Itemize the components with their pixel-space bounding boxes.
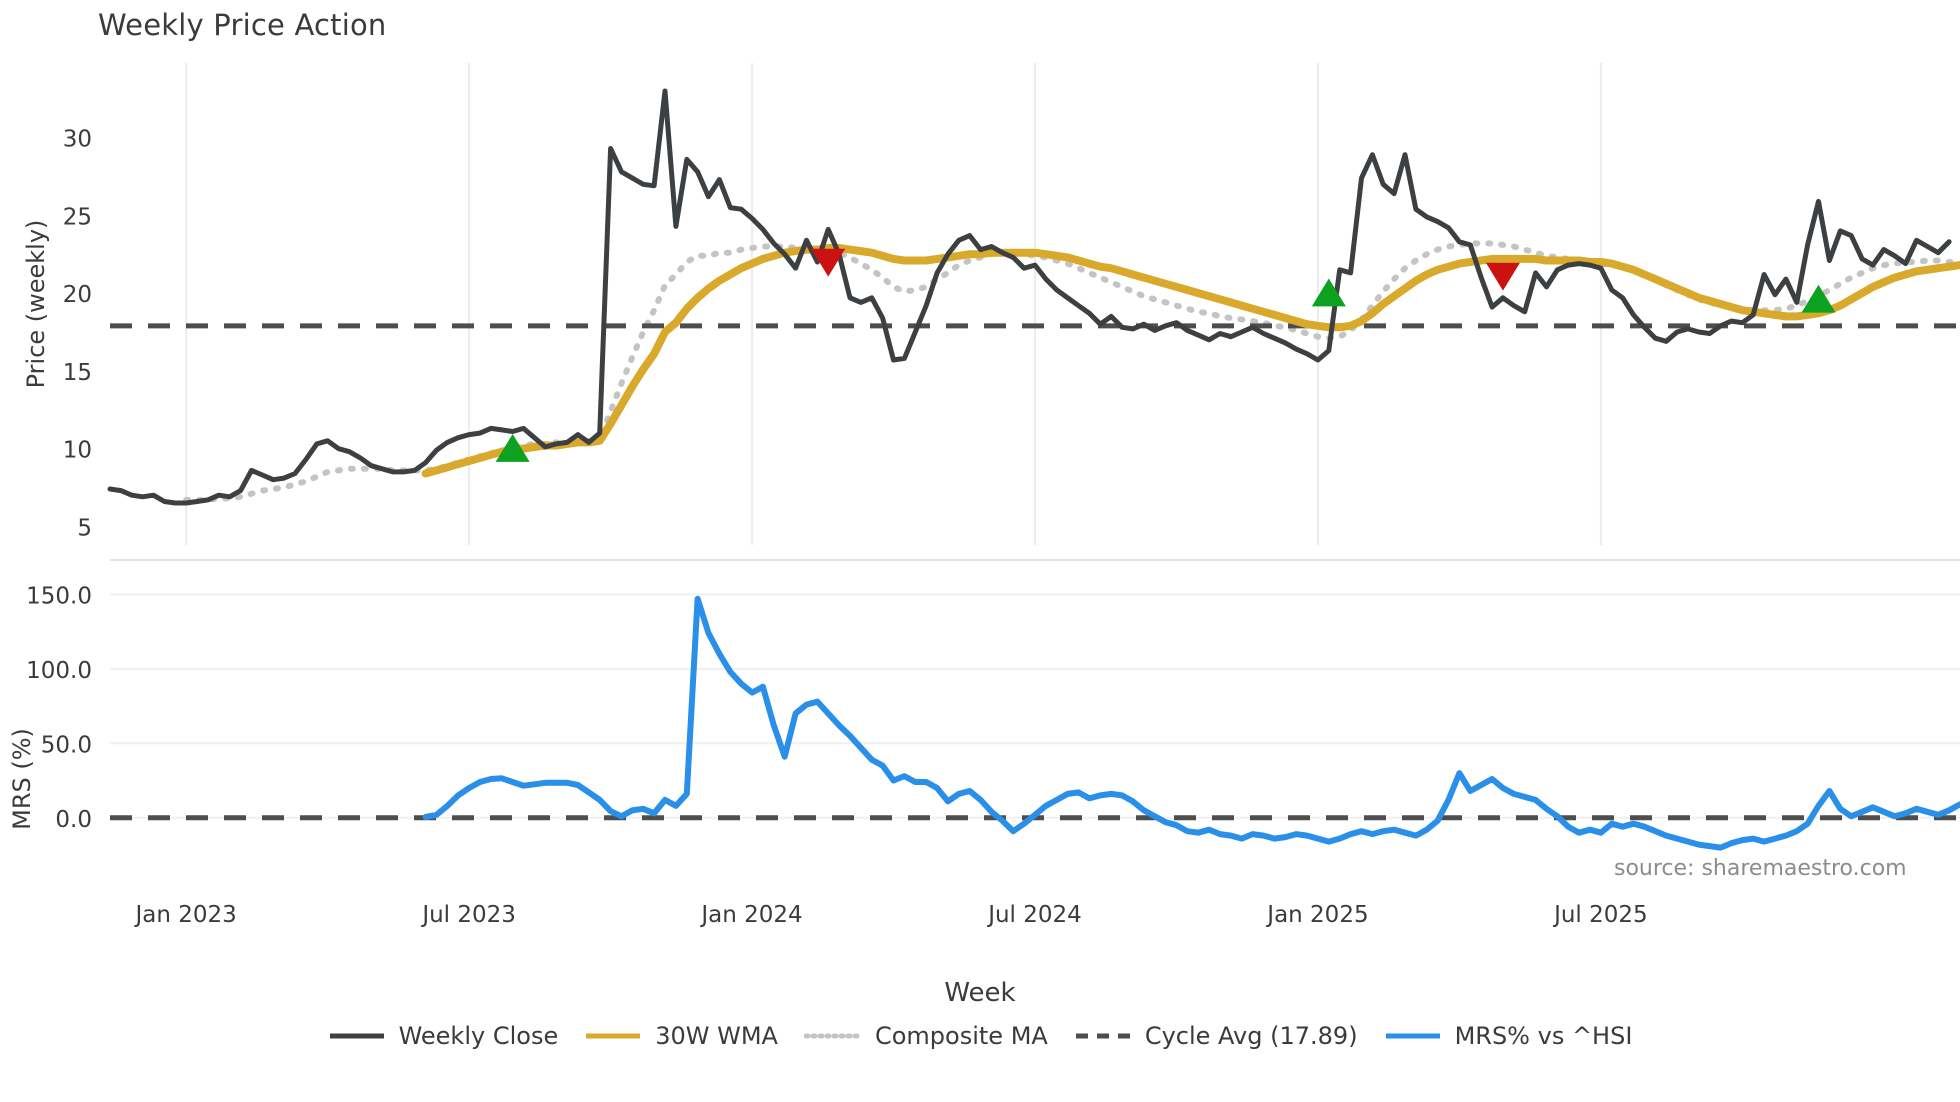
mrs-ytick-1: 50.0 [41,732,92,758]
legend-cycle-avg-label: Cycle Avg (17.89) [1144,1022,1358,1050]
legend-30w-wma-label: 30W WMA [655,1022,778,1050]
sell-signal-marker-1[interactable] [811,248,846,277]
x-tick-1: Jul 2023 [420,902,516,928]
x-axis-label: Week [944,978,1016,1008]
legend-weekly-close-label: Weekly Close [398,1022,559,1050]
price-ytick-4: 25 [63,204,92,230]
mrs-ytick-2: 100.0 [26,658,92,684]
weekly-close-line [107,88,1952,506]
mrs-ytick-3: 150.0 [26,583,92,609]
legend-composite-ma-label: Composite MA [874,1022,1048,1050]
x-tick-4: Jan 2025 [1265,902,1368,928]
legend-weekly-close[interactable]: Weekly Close [328,1022,559,1050]
legend-composite-ma[interactable]: Composite MA [803,1022,1048,1050]
sell-signal-marker-3[interactable] [1485,262,1520,291]
chart-legend: Weekly Close 30W WMA Composite MA Cycle Avg… [0,1022,1960,1050]
x-tick-5: Jul 2025 [1552,902,1648,928]
page-title: Weekly Price Action [98,8,387,42]
legend-weekly-close-swatch [329,1033,384,1039]
legend-30w-wma-swatch [586,1033,641,1039]
price-ytick-0: 5 [77,515,92,541]
price-ytick-5: 30 [63,127,92,153]
wma-line [421,244,1960,478]
legend-cycle-avg-swatch [1075,1033,1130,1039]
buy-signal-marker-4[interactable] [1801,284,1836,313]
x-tick-0: Jan 2023 [134,902,237,928]
x-tick-2: Jan 2024 [699,902,802,928]
x-tick-3: Jul 2024 [986,902,1082,928]
legend-mrs-label: MRS% vs ^HSI [1454,1022,1633,1050]
legend-cycle-avg[interactable]: Cycle Avg (17.89) [1074,1022,1358,1050]
mrs-line [422,595,1960,851]
legend-30w-wma[interactable]: 30W WMA [584,1022,778,1050]
buy-signal-marker-2[interactable] [1311,278,1346,307]
price-ytick-2: 15 [63,360,92,386]
mrs-ytick-0: 0.0 [55,807,92,833]
buy-signal-marker-0[interactable] [495,433,530,462]
legend-mrs[interactable]: MRS% vs ^HSI [1384,1022,1633,1050]
chart-canvas: 5 10 15 20 25 30 0.0 50.0 100.0 150.0 Jan 2023 Jul … [26,63,1960,928]
legend-mrs-swatch [1385,1033,1440,1039]
price-ytick-3: 20 [63,282,92,308]
composite-ma-line [183,240,1960,503]
legend-composite-ma-swatch [803,1033,862,1039]
price-ytick-1: 10 [63,438,92,464]
